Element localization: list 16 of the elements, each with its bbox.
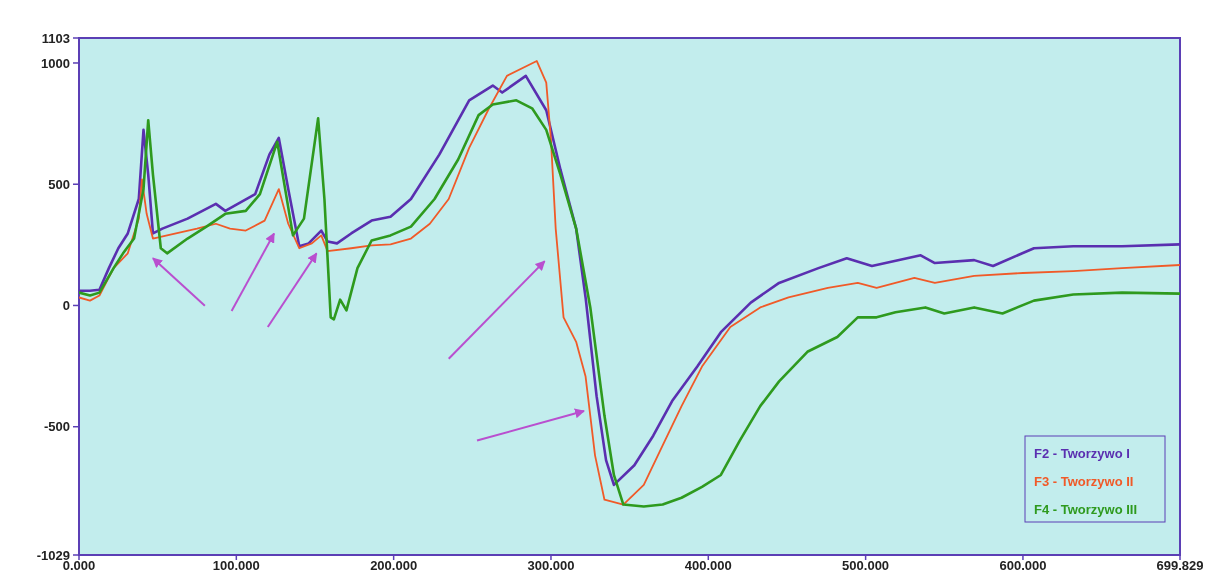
x-tick-label: 400.000: [684, 558, 732, 573]
y-tick-label: 0: [62, 298, 70, 314]
y-tick-label: -500: [43, 419, 70, 435]
y-tick-label: 500: [48, 176, 70, 192]
text: F3 - Tworzywo II: [1034, 474, 1134, 489]
x-tick-label: 300.000: [527, 558, 575, 573]
x-tick-label: 600.000: [999, 558, 1047, 573]
x-tick-label: 500.000: [842, 558, 890, 573]
y-tick-label: 1000: [41, 55, 70, 71]
x-tick-label: 200.000: [370, 558, 418, 573]
text: F4 - Tworzywo III: [1034, 502, 1138, 517]
x-tick-label: 699.829: [1156, 558, 1204, 573]
y-tick-label: 1103: [41, 30, 70, 46]
x-tick-label: 100.000: [212, 558, 260, 573]
x-tick-label: 0.000: [62, 558, 96, 573]
text: F2 - Tworzywo I: [1034, 446, 1130, 461]
